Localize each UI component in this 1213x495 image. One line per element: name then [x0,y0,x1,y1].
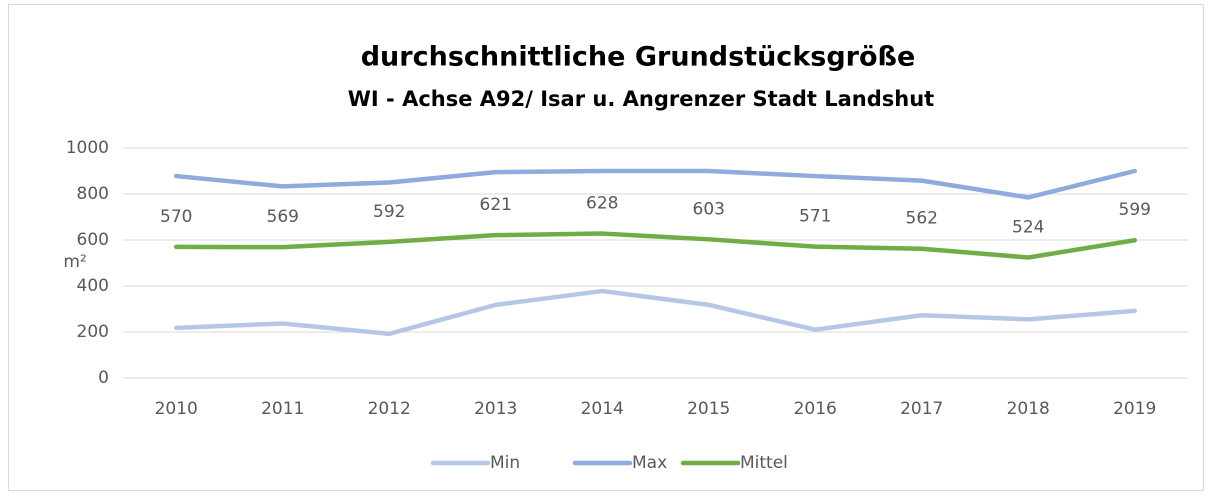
x-tick-label: 2018 [1007,399,1050,419]
x-tick-label: 2010 [155,399,198,419]
data-label: 621 [480,195,512,215]
series-line [174,288,1137,337]
chart-subtitle: WI - Achse A92/ Isar u. Angrenzer Stadt … [348,87,934,111]
data-label: 603 [693,199,725,219]
legend-label: Min [490,453,520,473]
chart-title: durchschnittliche Grundstücksgröße [361,42,916,73]
x-tick-label: 2011 [261,399,304,419]
y-tick-label: 200 [77,322,109,342]
x-tick-label: 2017 [900,399,943,419]
data-label: 570 [160,207,192,227]
y-tick-label: 1000 [66,138,109,158]
data-label: 569 [267,207,299,227]
data-label: 592 [373,202,405,222]
x-tick-label: 2019 [1113,399,1156,419]
legend-label: Mittel [740,453,788,473]
x-tick-label: 2013 [474,399,517,419]
series-line [174,168,1137,200]
x-tick-label: 2014 [581,399,624,419]
y-tick-label: 600 [77,230,109,250]
data-label: 628 [586,194,618,214]
data-label: 571 [799,207,831,227]
legend-label: Max [632,453,667,473]
data-label: 599 [1119,200,1151,220]
x-tick-label: 2016 [794,399,837,419]
y-tick-label: 0 [98,368,109,388]
x-tick-label: 2015 [687,399,730,419]
y-tick-label: 400 [77,276,109,296]
y-axis-label: m² [63,252,86,272]
data-label: 524 [1012,217,1044,237]
x-tick-label: 2012 [368,399,411,419]
data-label: 562 [906,209,938,229]
series-line [174,231,1137,260]
y-tick-label: 800 [77,184,109,204]
